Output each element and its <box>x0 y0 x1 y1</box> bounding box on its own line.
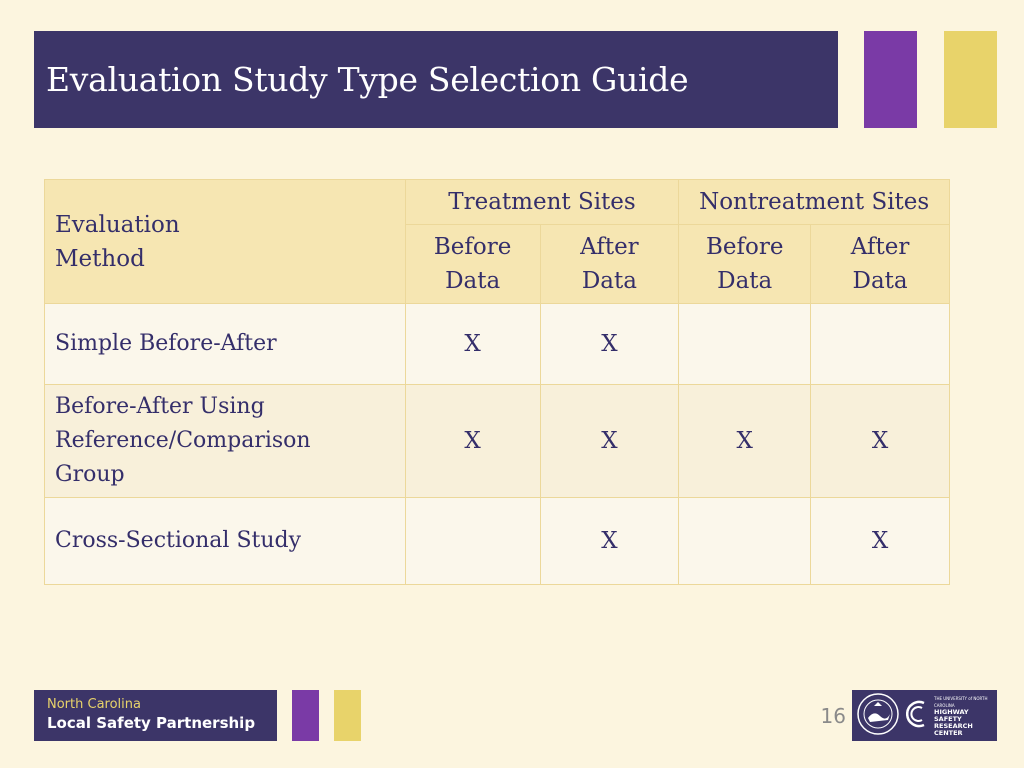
yellow-footer-square <box>334 690 361 741</box>
subheader-line: Before <box>705 234 784 260</box>
table-row: Cross-Sectional Study X X <box>44 497 950 585</box>
ncdot-seal-icon <box>856 692 900 740</box>
treatment-before-header: Before Data <box>404 224 541 304</box>
method-text: Simple Before-After <box>55 331 277 356</box>
subheader-line: After <box>850 234 910 260</box>
mark-cell <box>678 303 812 385</box>
mark-cell: X <box>404 384 541 498</box>
mark-cell: X <box>539 384 680 498</box>
logo-line2: Local Safety Partnership <box>47 714 256 732</box>
method-cell: Cross-Sectional Study <box>44 497 406 585</box>
mark-cell: X <box>678 384 812 498</box>
mark-cell: X <box>810 384 950 498</box>
subheader-line: Data <box>717 268 773 294</box>
nc-local-safety-partnership-logo: North Carolina Local Safety Partnership <box>34 690 277 741</box>
mark-cell <box>404 497 541 585</box>
nontreatment-sites-header: Nontreatment Sites <box>678 179 950 225</box>
subheader-line: After <box>580 234 639 260</box>
partner-logos: THE UNIVERSITY of NORTH CAROLINA HIGHWAY… <box>852 690 997 741</box>
method-text: Cross-Sectional Study <box>55 528 302 553</box>
mark-cell: X <box>539 303 680 385</box>
title-bar: Evaluation Study Type Selection Guide <box>34 31 838 128</box>
method-text: Reference/Comparison <box>55 428 311 453</box>
purple-footer-square <box>292 690 319 741</box>
table-row: Before-After Using Reference/Comparison … <box>44 384 950 498</box>
purple-accent-square <box>864 31 917 128</box>
method-header-line2: Method <box>55 245 145 272</box>
mark-cell: X <box>404 303 541 385</box>
hsrc-wordmark: THE UNIVERSITY of NORTH CAROLINA HIGHWAY… <box>934 695 997 737</box>
logo-line1: North Carolina <box>47 697 141 712</box>
subheader-line: Before <box>433 234 512 260</box>
slide-title: Evaluation Study Type Selection Guide <box>46 60 689 99</box>
method-text: Group <box>55 462 125 487</box>
nontreatment-after-header: After Data <box>810 224 950 304</box>
mark-cell <box>810 303 950 385</box>
subheader-line: Data <box>581 268 637 294</box>
mark-cell: X <box>810 497 950 585</box>
mark-cell <box>678 497 812 585</box>
treatment-sites-header: Treatment Sites <box>404 179 680 225</box>
subheader-line: Data <box>445 268 501 294</box>
hsrc-line2: HIGHWAY SAFETY <box>934 707 969 723</box>
table-subheader-row: Before Data After Data Before Data After… <box>44 224 950 304</box>
method-cell: Simple Before-After <box>44 303 406 385</box>
selection-guide-table: Evaluation Method Treatment Sites Nontre… <box>44 179 950 585</box>
method-header-line1: Evaluation <box>55 211 180 238</box>
table-header-row: Evaluation Method Treatment Sites Nontre… <box>44 179 950 304</box>
method-text: Before-After Using <box>55 394 265 419</box>
nontreatment-before-header: Before Data <box>678 224 812 304</box>
subheader-line: Data <box>852 268 908 294</box>
hsrc-line3: RESEARCH CENTER <box>934 721 973 737</box>
hsrc-line1: THE UNIVERSITY of NORTH CAROLINA <box>934 695 988 708</box>
method-header: Evaluation Method <box>44 179 406 304</box>
yellow-accent-square <box>944 31 997 128</box>
treatment-after-header: After Data <box>539 224 680 304</box>
mark-cell: X <box>539 497 680 585</box>
method-cell: Before-After Using Reference/Comparison … <box>44 384 406 498</box>
page-number: 16 <box>820 704 846 728</box>
hsrc-logo-icon <box>906 699 928 733</box>
table-row: Simple Before-After X X <box>44 303 950 385</box>
